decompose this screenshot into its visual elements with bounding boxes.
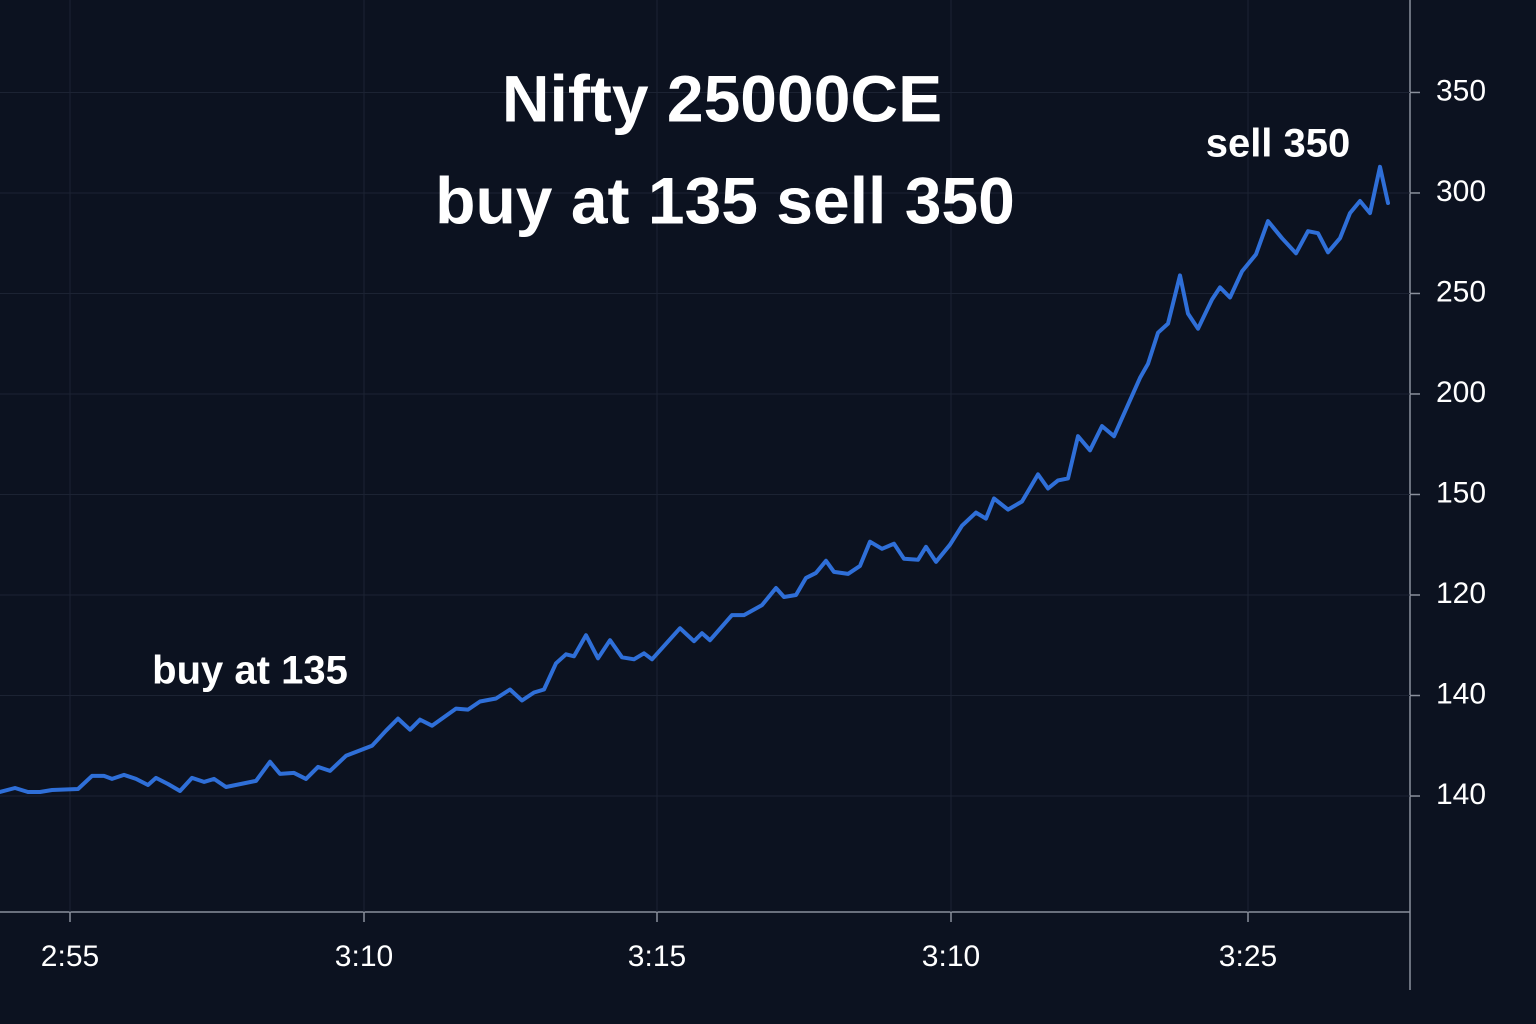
y-tick-label: 140 — [1436, 677, 1486, 710]
y-tick-label: 120 — [1436, 577, 1486, 610]
x-tick-label: 3:10 — [922, 940, 980, 973]
chart-title: Nifty 25000CE — [502, 61, 942, 135]
y-tick-label: 300 — [1436, 175, 1486, 208]
annotation: buy at 135 — [152, 649, 348, 693]
chart-subtitle: buy at 135 sell 350 — [435, 163, 1015, 237]
y-tick-label: 150 — [1436, 476, 1486, 509]
y-tick-label: 200 — [1436, 376, 1486, 409]
y-tick-label: 250 — [1436, 275, 1486, 308]
x-tick-label: 3:25 — [1219, 940, 1277, 973]
x-tick-label: 2:55 — [41, 940, 99, 973]
y-tick-label: 140 — [1436, 778, 1486, 811]
annotation: sell 350 — [1206, 122, 1351, 166]
x-tick-label: 3:10 — [335, 940, 393, 973]
y-tick-label: 350 — [1436, 74, 1486, 107]
price-line — [0, 164, 1390, 794]
x-tick-label: 3:15 — [628, 940, 686, 973]
